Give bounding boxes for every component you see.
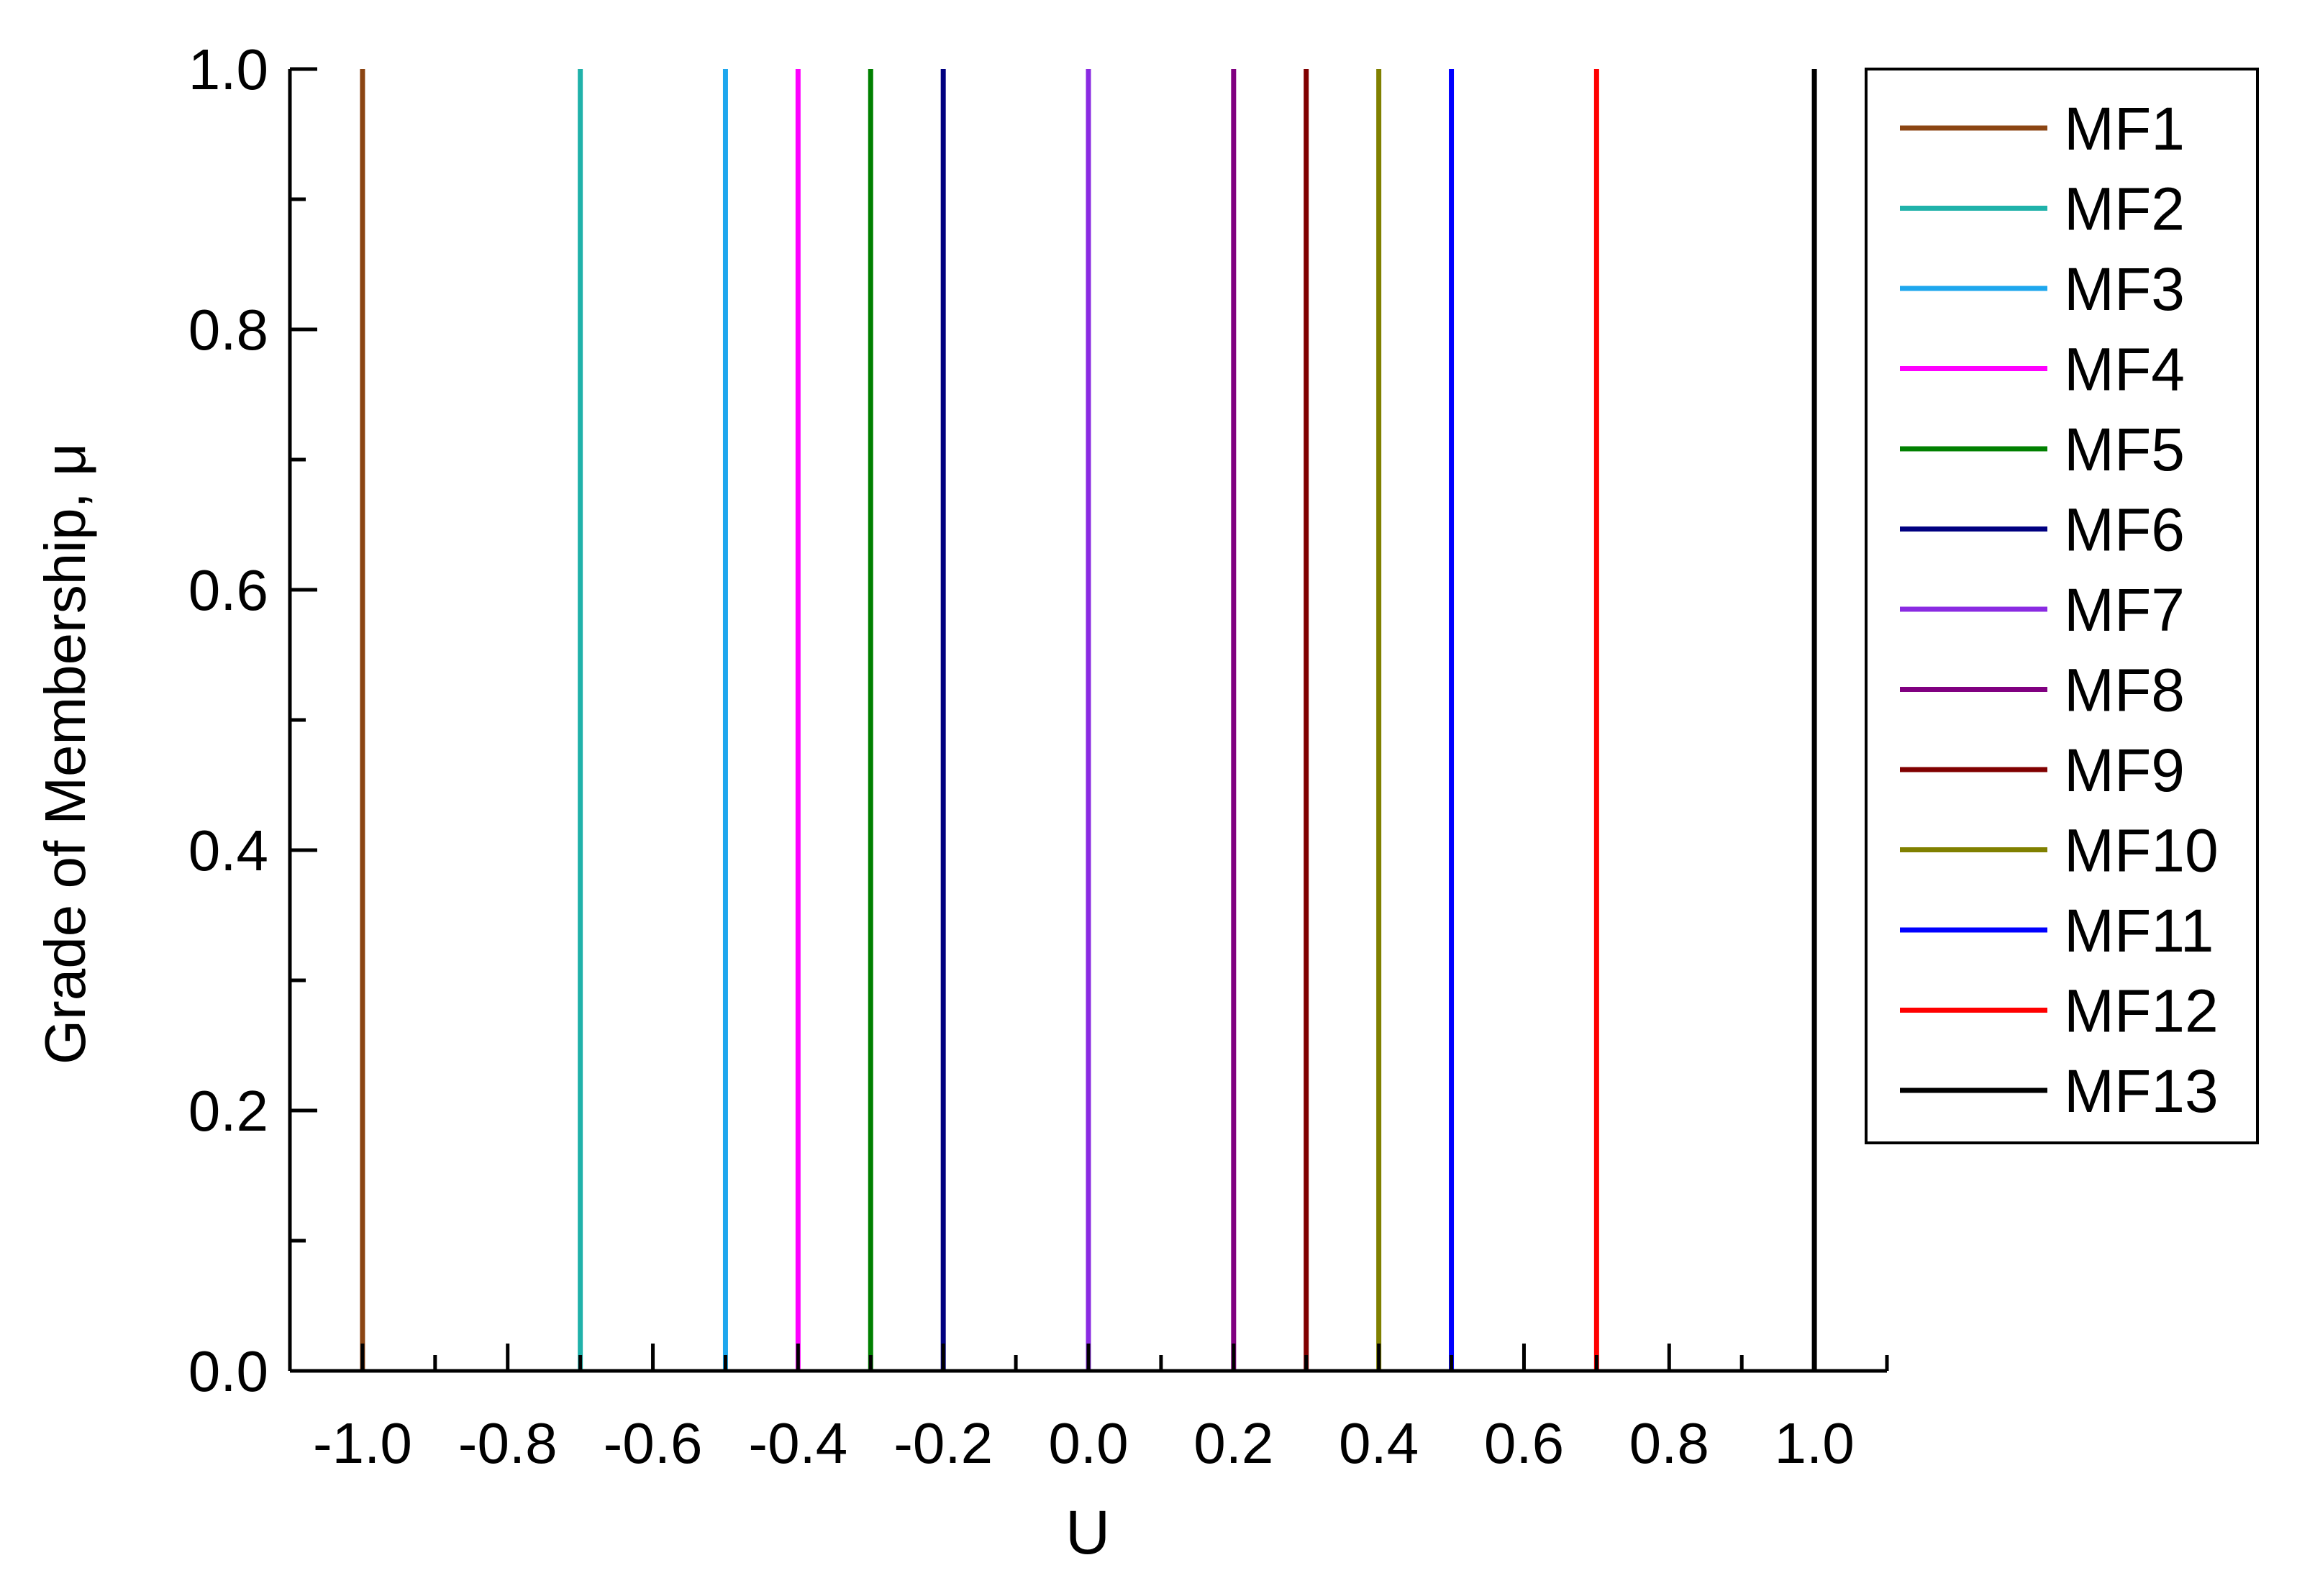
x-tick-label: 0.8 bbox=[1629, 1411, 1709, 1475]
x-tick-label: 1.0 bbox=[1774, 1411, 1854, 1475]
x-tick-label: 0.6 bbox=[1484, 1411, 1564, 1475]
y-tick-label: 0.0 bbox=[188, 1339, 268, 1403]
y-tick-label: 0.2 bbox=[188, 1079, 268, 1143]
legend-label-mf3: MF3 bbox=[2064, 255, 2185, 323]
y-tick-label: 1.0 bbox=[188, 37, 268, 101]
legend-label-mf2: MF2 bbox=[2064, 175, 2185, 243]
legend: MF1 MF2 MF3 MF4 MF5 MF6 MF7 MF8 MF9 MF10 MF11 MF12 M… bbox=[1865, 68, 2259, 1144]
legend-label-mf12: MF12 bbox=[2064, 977, 2219, 1045]
legend-label-mf8: MF8 bbox=[2064, 657, 2185, 724]
ticks-layer: -1.0 -0.8 -0.6 -0.4 -0.2 0.0 0.2 0.4 0.6 0.8 1.0 0.… bbox=[188, 37, 1889, 1475]
legend-label-mf7: MF7 bbox=[2064, 576, 2185, 644]
x-tick-label: -0.6 bbox=[604, 1411, 703, 1475]
legend-label-mf10: MF10 bbox=[2064, 817, 2219, 885]
legend-label-mf5: MF5 bbox=[2064, 416, 2185, 483]
x-tick-label: -1.0 bbox=[313, 1411, 412, 1475]
y-axis-label: Grade of Membership, μ bbox=[33, 443, 97, 1064]
x-tick-label: -0.4 bbox=[748, 1411, 847, 1475]
x-tick-label: -0.8 bbox=[458, 1411, 558, 1475]
legend-label-mf13: MF13 bbox=[2064, 1057, 2219, 1125]
legend-label-mf6: MF6 bbox=[2064, 496, 2185, 564]
legend-label-mf1: MF1 bbox=[2064, 95, 2185, 163]
x-tick-label: 0.2 bbox=[1193, 1411, 1273, 1475]
x-tick-label: 0.0 bbox=[1048, 1411, 1128, 1475]
x-tick-label: 0.4 bbox=[1339, 1411, 1419, 1475]
y-tick-label: 0.4 bbox=[188, 818, 268, 883]
y-tick-label: 0.8 bbox=[188, 298, 268, 362]
series-layer bbox=[360, 69, 1817, 1371]
legend-label-mf4: MF4 bbox=[2064, 336, 2185, 403]
x-tick-label: -0.2 bbox=[893, 1411, 993, 1475]
legend-label-mf11: MF11 bbox=[2064, 897, 2214, 965]
x-axis-label: U bbox=[1065, 1498, 1110, 1567]
legend-label-mf9: MF9 bbox=[2064, 737, 2185, 804]
y-tick-label: 0.6 bbox=[188, 558, 268, 622]
legend-box bbox=[1865, 68, 2259, 1144]
